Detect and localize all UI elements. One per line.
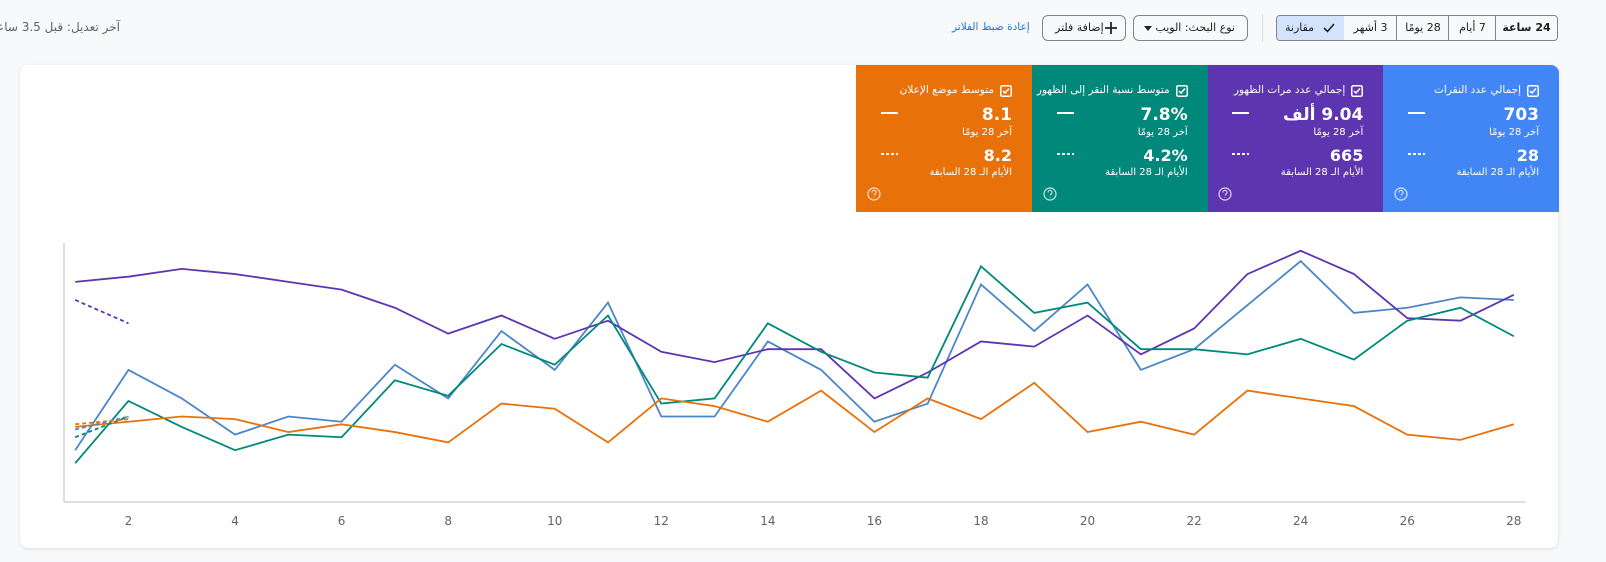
plus-icon: [1105, 22, 1117, 34]
metric-label: إجمالي عدد النقرات: [1434, 84, 1521, 96]
last-updated: آخر تعديل: قبل 3.5 ساعات: [0, 20, 120, 34]
series-line: [75, 249, 1515, 400]
help-mark: [871, 189, 877, 198]
checkbox-check: [1178, 88, 1186, 95]
series-line: [74, 259, 1514, 451]
metric-period: آخر 28 يومًا: [1489, 127, 1539, 138]
checkbox-box: [1351, 85, 1364, 97]
metric-tile[interactable]: إجمالي عدد مرات الظهور 9.04 ألف آخر 28 يوم…: [1207, 65, 1384, 212]
checkbox-box: [1175, 85, 1188, 97]
metric-value: 7.8%: [1140, 105, 1188, 125]
range-button[interactable]: 7 أيام: [1448, 16, 1496, 40]
dropdown-arrow: [1144, 26, 1152, 31]
x-tick-label: 22: [1186, 514, 1201, 528]
checkbox[interactable]: [1351, 85, 1364, 97]
metric-previous-period: الأيام الـ 28 السابقة: [929, 167, 1012, 178]
metric-icons: [867, 112, 898, 201]
x-tick-label: 26: [1400, 514, 1415, 528]
metric-tile[interactable]: إجمالي عدد النقرات 703 آخر 28 يومًا 28 الأيا…: [1383, 65, 1559, 212]
metric-label: متوسط موضع الإعلان: [899, 84, 994, 96]
help-mark: [1398, 189, 1404, 198]
metric-previous-period: الأيام الـ 28 السابقة: [1280, 167, 1364, 178]
metric-value: 8.1: [981, 105, 1012, 125]
checkbox-check: [1529, 88, 1537, 95]
metric-previous-value: 665: [1329, 146, 1364, 165]
search-type-dropdown[interactable]: نوع البحث: الويب: [1133, 15, 1248, 41]
x-tick-label: 16: [867, 514, 882, 528]
checkbox[interactable]: [1175, 85, 1188, 97]
metric-period: آخر 28 يومًا: [1137, 127, 1188, 138]
x-tick-label: 8: [444, 514, 452, 528]
checkbox-check: [1353, 88, 1361, 95]
series-line: [74, 264, 1515, 464]
x-tick-label: 18: [973, 514, 988, 528]
help-icon[interactable]: [1043, 187, 1057, 201]
previous-period-line: [74, 299, 129, 325]
help-mark: [1222, 189, 1228, 198]
previous-period-line: [75, 418, 129, 426]
help-icon[interactable]: [1394, 187, 1408, 201]
x-tick-label: 12: [654, 514, 669, 528]
date-range-selector: 24 ساعة 7 أيام 28 يومًا 3 أشهر مقارنة: [1276, 15, 1558, 41]
compare-label: مقارنة: [1285, 21, 1315, 34]
help-mark: [1047, 189, 1053, 198]
x-tick-label: 2: [125, 514, 133, 528]
metric-previous-value: 4.2%: [1143, 146, 1188, 165]
checkbox-box: [1527, 85, 1539, 97]
range-button[interactable]: 28 يومًا: [1396, 16, 1449, 40]
add-filter-label: إضافة فلتر: [1055, 21, 1104, 34]
add-filter-button[interactable]: إضافة فلتر: [1042, 15, 1126, 41]
metric-previous-value: 28: [1516, 146, 1539, 165]
search-type-label: نوع البحث: الويب: [1155, 21, 1235, 34]
metric-icons: [1218, 112, 1250, 201]
metric-icons: [1043, 112, 1074, 201]
x-tick-label: 14: [760, 514, 775, 528]
checkbox[interactable]: [1527, 85, 1539, 97]
x-tick-label: 10: [547, 514, 562, 528]
checkbox-check: [1002, 88, 1010, 95]
metric-value: 9.04 ألف: [1283, 105, 1364, 125]
previous-period-line: [74, 415, 129, 431]
x-tick-label: 4: [231, 514, 239, 528]
metric-previous-value: 8.2: [983, 146, 1012, 165]
check-icon: [1323, 23, 1335, 33]
metric-value: 703: [1503, 105, 1540, 125]
checkbox-box: [999, 85, 1012, 97]
series-line: [75, 381, 1515, 444]
checkbox[interactable]: [999, 85, 1012, 97]
compare-button[interactable]: مقارنة: [1277, 16, 1344, 40]
metric-period: آخر 28 يومًا: [1313, 127, 1364, 138]
x-tick-label: 24: [1293, 514, 1308, 528]
reset-filters[interactable]: إعادة ضبط الفلاتر: [952, 21, 1030, 33]
check-path: [1323, 23, 1335, 33]
metric-previous-period: الأيام الـ 28 السابقة: [1456, 167, 1539, 178]
range-button[interactable]: 24 ساعة: [1495, 16, 1557, 40]
metric-icons: [1394, 112, 1425, 201]
metric-period: آخر 28 يومًا: [962, 127, 1012, 138]
metric-label: إجمالي عدد مرات الظهور: [1233, 84, 1346, 96]
metric-tile[interactable]: متوسط موضع الإعلان 8.1 آخر 28 يومًا 8.2 الأي…: [855, 65, 1032, 212]
metric-label: متوسط نسبة النقر إلى الظهور: [1036, 84, 1170, 96]
metric-tile[interactable]: متوسط نسبة النقر إلى الظهور 7.8% آخر 28 يو…: [1031, 65, 1208, 212]
x-tick-label: 20: [1080, 514, 1095, 528]
previous-period-line: [74, 415, 129, 439]
x-tick-label: 28: [1506, 514, 1521, 528]
separator: [1262, 14, 1263, 42]
metric-previous-period: الأيام الـ 28 السابقة: [1105, 167, 1188, 178]
x-tick-label: 6: [338, 514, 346, 528]
help-icon[interactable]: [1218, 187, 1232, 201]
help-icon[interactable]: [867, 187, 881, 201]
